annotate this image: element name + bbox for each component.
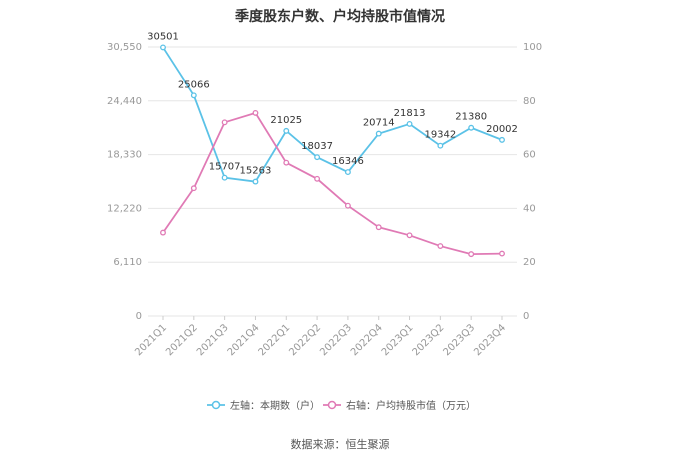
data-label: 19342 (424, 130, 456, 141)
x-axis-tick-label: 2022Q4 (349, 322, 385, 358)
avg-value-point (252, 109, 259, 116)
right-axis-tick-label: 80 (523, 96, 536, 107)
holders-point (160, 44, 166, 51)
x-axis-tick-label: 2023Q3 (441, 322, 477, 358)
holders-point (314, 154, 321, 161)
data-label: 30501 (147, 31, 179, 42)
right-axis-tick-label: 40 (523, 203, 536, 214)
avg-value-point (344, 202, 351, 209)
avg-value-point (221, 119, 228, 126)
data-label: 15263 (240, 166, 272, 177)
holders-point (499, 136, 505, 143)
data-label: 20002 (486, 124, 518, 135)
holders-point (406, 120, 413, 127)
series-line-holders (162, 46, 503, 183)
legend-swatch-marker (211, 400, 221, 410)
avg-value-point (283, 159, 290, 166)
holders-point (437, 142, 444, 149)
holders-point (190, 92, 197, 99)
holders-point (221, 174, 228, 181)
left-axis-tick-label: 0 (136, 311, 142, 322)
data-label: 15707 (209, 162, 241, 173)
avg-value-point (468, 251, 475, 258)
right-axis-tick-label: 60 (523, 150, 536, 161)
x-axis-tick-label: 2021Q2 (164, 322, 200, 358)
holders-point (252, 178, 259, 185)
holders-point (468, 124, 475, 131)
x-axis-tick-label: 2022Q2 (287, 322, 323, 358)
chart-title: 季度股东户数、户均持股市值情况 (235, 9, 445, 25)
data-label: 21380 (455, 112, 487, 123)
left-axis-tick-label: 18,330 (107, 150, 142, 161)
legend-label: 左轴：本期数（户） (230, 399, 320, 412)
series-line-avg-value (162, 111, 503, 256)
avg-value-point (437, 243, 444, 250)
data-label: 20714 (363, 118, 395, 129)
holders-point (344, 169, 351, 176)
avg-value-point (406, 232, 413, 239)
data-label: 16346 (332, 156, 364, 167)
left-axis-tick-label: 30,550 (107, 42, 142, 53)
x-axis-tick-label: 2021Q3 (195, 322, 231, 358)
right-axis-tick-label: 100 (523, 42, 542, 53)
legend-label: 右轴：户均持股市值（万元） (346, 399, 476, 412)
legend-swatch-marker (327, 400, 337, 410)
left-axis-tick-label: 24,440 (107, 96, 142, 107)
data-source: 数据来源：恒生聚源 (290, 438, 390, 451)
x-axis-tick-label: 2022Q1 (257, 322, 293, 358)
avg-value-point (190, 185, 197, 192)
avg-value-point (160, 229, 166, 236)
x-axis-tick-label: 2023Q1 (380, 322, 416, 358)
x-axis-tick-label: 2023Q4 (472, 322, 508, 358)
holders-point (283, 127, 290, 134)
left-axis-tick-label: 6,110 (113, 257, 142, 268)
avg-value-point (375, 224, 382, 231)
right-axis-tick-label: 0 (523, 311, 529, 322)
left-axis-tick-label: 12,220 (107, 203, 142, 214)
data-label: 21813 (394, 108, 426, 119)
avg-value-point (314, 175, 321, 182)
avg-value-point (499, 250, 505, 257)
data-label: 18037 (301, 141, 333, 152)
data-label: 25066 (178, 79, 210, 90)
holders-point (375, 130, 382, 137)
x-axis-tick-label: 2023Q2 (411, 322, 447, 358)
x-axis-tick-label: 2021Q4 (226, 322, 262, 358)
data-label: 21025 (270, 115, 302, 126)
right-axis-tick-label: 20 (523, 257, 536, 268)
x-axis-tick-label: 2022Q3 (318, 322, 354, 358)
x-axis-tick-label: 2021Q1 (133, 322, 169, 358)
